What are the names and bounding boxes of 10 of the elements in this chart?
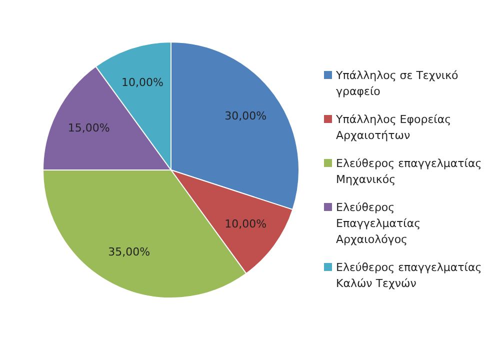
data-label: 10,00% [224, 218, 267, 231]
legend-label: Ελεύθερος επαγγελματίας Καλών Τεχνών [336, 260, 482, 292]
legend-label: Ελεύθερος επαγγελματίας Μηχανικός [336, 156, 482, 188]
legend-label: Υπάλληλος σε Τεχνικό γραφείο [336, 68, 460, 100]
data-label: 15,00% [68, 122, 110, 135]
legend-label: Υπάλληλος Εφορείας Αρχαιοτήτων [336, 112, 452, 144]
legend-label: Ελεύθερος Επαγγελματίας Αρχαιολόγος [336, 200, 422, 248]
data-label: 30,00% [224, 109, 267, 122]
data-label: 35,00% [108, 246, 150, 259]
data-label: 10,00% [122, 76, 164, 89]
